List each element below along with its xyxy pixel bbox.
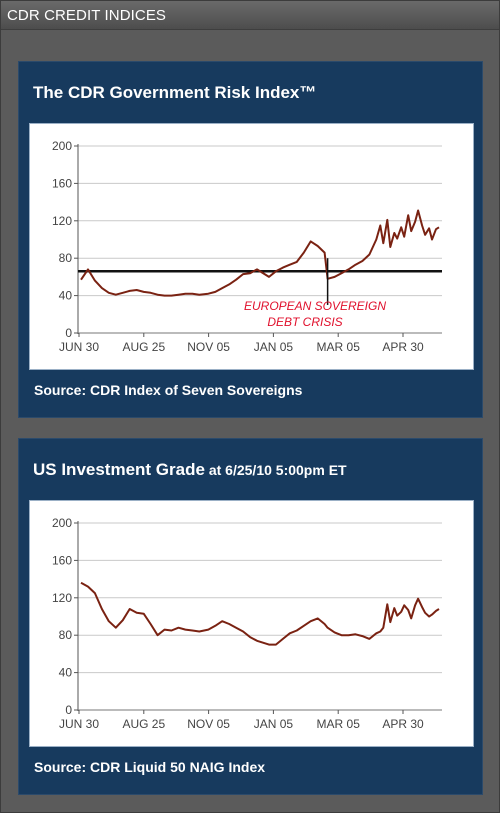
- series-line: [80, 581, 440, 646]
- x-tick-label: APR 30: [382, 717, 424, 731]
- government-risk-index-chart: 0 40 80 120 160 200 JUN 30 AUG 25 NOV 05 JAN 05 MA…: [52, 139, 442, 354]
- x-tick-label: JUN 30: [59, 717, 99, 731]
- chart-source: Source: CDR Liquid 50 NAIG Index: [34, 759, 266, 775]
- x-tick-label: JAN 05: [254, 717, 294, 731]
- y-tick-label: 0: [65, 326, 72, 340]
- y-tick-label: 120: [52, 214, 72, 228]
- panel-title: US Investment Grade at 6/25/10 5:00pm ET: [33, 460, 347, 480]
- x-tick-label: JUN 30: [59, 340, 99, 354]
- annotation-label: DEBT CRISIS: [267, 315, 342, 329]
- x-tick-label: AUG 25: [122, 340, 165, 354]
- x-tick-label: MAR 05: [317, 717, 361, 731]
- annotation-label: EUROPEAN SOVEREIGN: [244, 299, 386, 313]
- chart-area: 0 40 80 120 160 200 JUN 30 AUG 25 NOV 05 JAN 05 MA…: [29, 123, 474, 370]
- y-tick-label: 80: [59, 628, 73, 642]
- panel-title-text: US Investment Grade: [33, 460, 205, 479]
- y-tick-label: 200: [52, 516, 72, 530]
- y-tick-label: 40: [59, 289, 73, 303]
- y-tick-label: 40: [59, 666, 73, 680]
- y-tick-label: 0: [65, 703, 72, 717]
- x-tick-label: NOV 05: [187, 340, 230, 354]
- x-tick-label: AUG 25: [122, 717, 165, 731]
- chart-source: Source: CDR Index of Seven Sovereigns: [34, 382, 303, 398]
- us-investment-grade-panel: US Investment Grade at 6/25/10 5:00pm ET…: [18, 438, 483, 795]
- panel-title: The CDR Government Risk Index™: [33, 83, 316, 103]
- x-tick-label: JAN 05: [254, 340, 294, 354]
- widget-title: CDR CREDIT INDICES: [7, 7, 167, 24]
- chart-area: 0 40 80 120 160 200 JUN 30 AUG 25 NOV 05 JAN 05 MA…: [29, 500, 474, 747]
- y-tick-label: 80: [59, 251, 73, 265]
- y-tick-label: 120: [52, 591, 72, 605]
- widget-header: CDR CREDIT INDICES: [1, 1, 499, 30]
- x-tick-label: NOV 05: [187, 717, 230, 731]
- us-investment-grade-chart: 0 40 80 120 160 200 JUN 30 AUG 25 NOV 05 JAN 05 MA…: [52, 516, 442, 731]
- panel-title-text: The CDR Government Risk Index™: [33, 83, 317, 102]
- y-tick-label: 160: [52, 176, 72, 190]
- x-tick-label: APR 30: [382, 340, 424, 354]
- series-line: [80, 209, 440, 297]
- y-tick-label: 160: [52, 553, 72, 567]
- government-risk-index-panel: The CDR Government Risk Index™ 0 40 80 120 1…: [18, 61, 483, 418]
- x-tick-label: MAR 05: [317, 340, 361, 354]
- y-tick-label: 200: [52, 139, 72, 153]
- panel-title-suffix: at 6/25/10 5:00pm ET: [204, 462, 347, 478]
